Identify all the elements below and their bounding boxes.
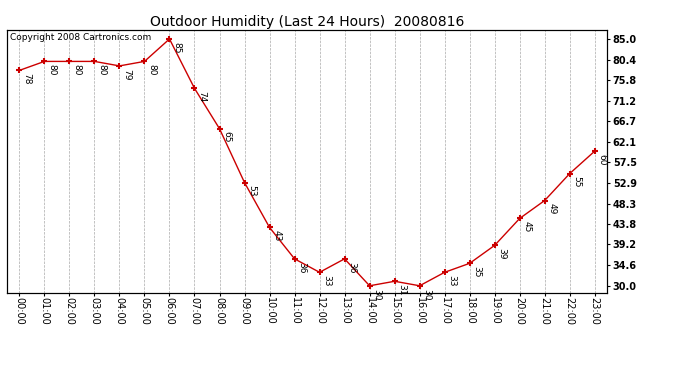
Text: 30: 30 (422, 288, 431, 300)
Text: Copyright 2008 Cartronics.com: Copyright 2008 Cartronics.com (10, 33, 151, 42)
Text: 80: 80 (147, 64, 156, 76)
Text: 74: 74 (197, 91, 206, 102)
Text: 85: 85 (172, 42, 181, 53)
Text: 80: 80 (97, 64, 106, 76)
Text: 39: 39 (497, 248, 506, 259)
Text: 43: 43 (273, 230, 282, 242)
Text: 53: 53 (247, 185, 256, 197)
Text: 30: 30 (373, 288, 382, 300)
Text: 45: 45 (522, 221, 531, 232)
Text: 80: 80 (47, 64, 56, 76)
Text: 36: 36 (347, 262, 356, 273)
Text: 60: 60 (598, 154, 607, 165)
Text: 35: 35 (473, 266, 482, 278)
Text: 31: 31 (397, 284, 406, 296)
Text: 80: 80 (72, 64, 81, 76)
Text: 78: 78 (22, 73, 31, 85)
Text: 33: 33 (447, 275, 456, 286)
Text: 33: 33 (322, 275, 331, 286)
Text: 36: 36 (297, 262, 306, 273)
Text: 79: 79 (122, 69, 131, 80)
Title: Outdoor Humidity (Last 24 Hours)  20080816: Outdoor Humidity (Last 24 Hours) 2008081… (150, 15, 464, 29)
Text: 49: 49 (547, 203, 556, 214)
Text: 65: 65 (222, 132, 231, 143)
Text: 55: 55 (573, 176, 582, 188)
